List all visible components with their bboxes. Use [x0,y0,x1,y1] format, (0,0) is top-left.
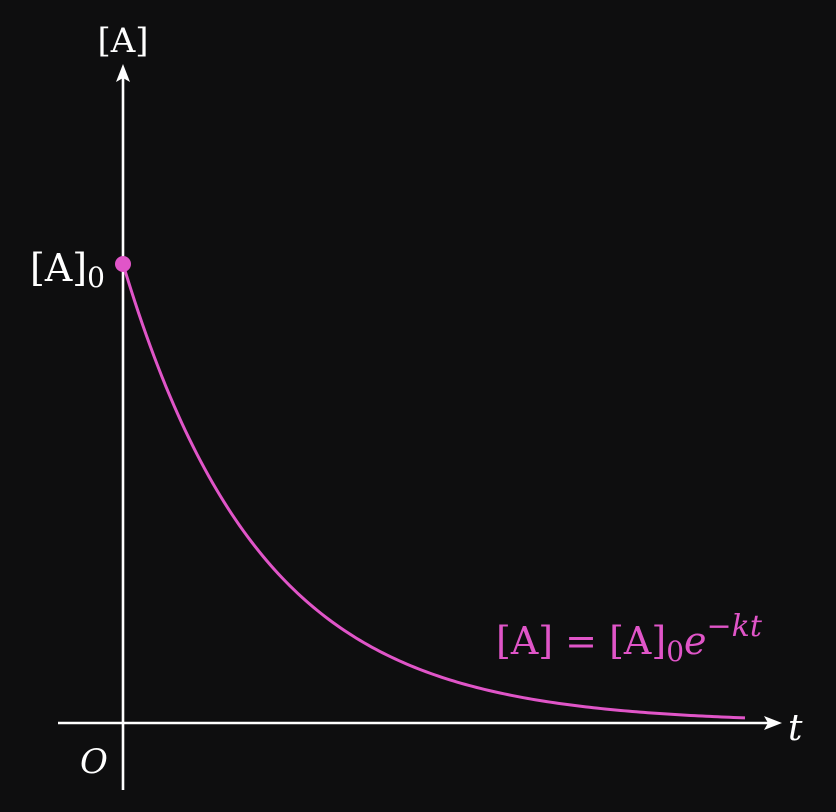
decay-curve [121,263,746,720]
initial-concentration-label: [A]0 [30,246,105,294]
initial-point [115,256,131,272]
initial-concentration-subscript: 0 [87,261,105,294]
x-axis-label: t [788,708,803,749]
origin-label: O [80,742,108,782]
equation-base: e [684,619,707,663]
x-axis-arrow-icon [764,716,782,730]
y-axis-label: [A] [97,21,148,61]
equation-subscript: 0 [666,635,684,668]
y-axis-arrow-icon [116,64,130,82]
equation-exponent: −kt [707,609,763,644]
equation-lhs: [A] = [A] [496,619,666,663]
initial-concentration-main: [A] [30,246,87,290]
equation-label: [A] = [A]0e−kt [496,609,763,668]
